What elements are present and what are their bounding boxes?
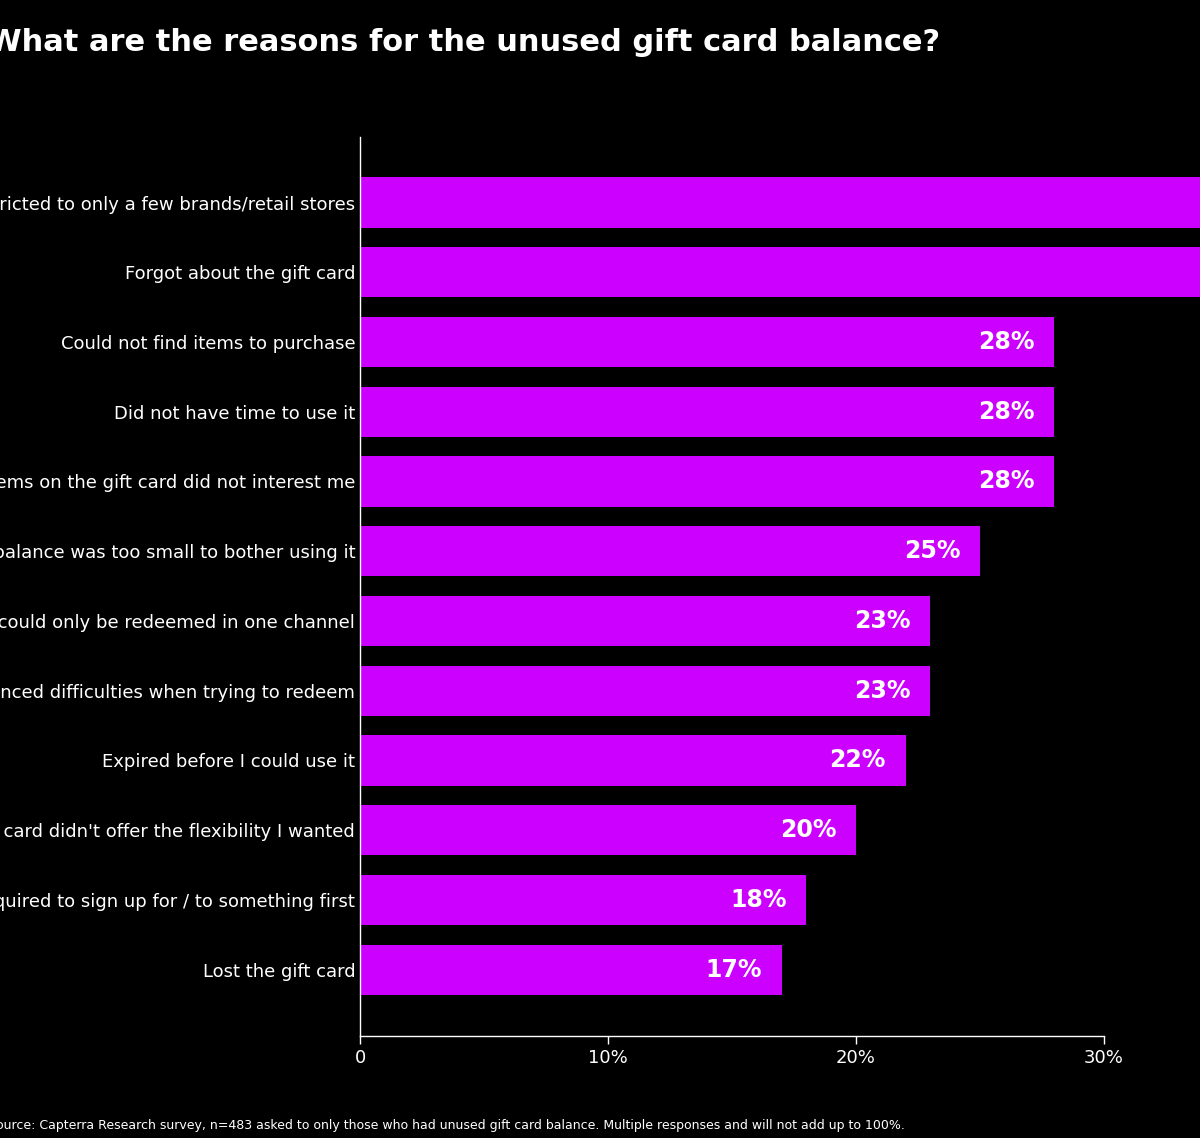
Bar [360,178,1200,228]
Bar [360,666,930,716]
Text: 28%: 28% [978,399,1034,423]
Bar [360,735,906,785]
Text: 20%: 20% [780,818,836,842]
Text: 28%: 28% [978,330,1034,354]
Text: 25%: 25% [904,539,960,563]
Text: 17%: 17% [706,957,762,982]
Text: Source: Capterra Research survey, n=483 asked to only those who had unused gift : Source: Capterra Research survey, n=483 … [0,1120,905,1132]
Text: 23%: 23% [854,678,911,702]
Bar [360,945,781,995]
Bar [360,247,1200,297]
Text: 28%: 28% [978,470,1034,494]
Text: What are the reasons for the unused gift card balance?: What are the reasons for the unused gift… [0,28,940,57]
Bar [360,316,1055,368]
Bar [360,596,930,646]
Bar [360,875,806,925]
Text: 23%: 23% [854,609,911,633]
Bar [360,387,1055,437]
Bar [360,456,1055,506]
Bar [360,526,980,576]
Text: 22%: 22% [829,749,886,773]
Bar [360,805,856,856]
Text: 18%: 18% [730,888,786,912]
